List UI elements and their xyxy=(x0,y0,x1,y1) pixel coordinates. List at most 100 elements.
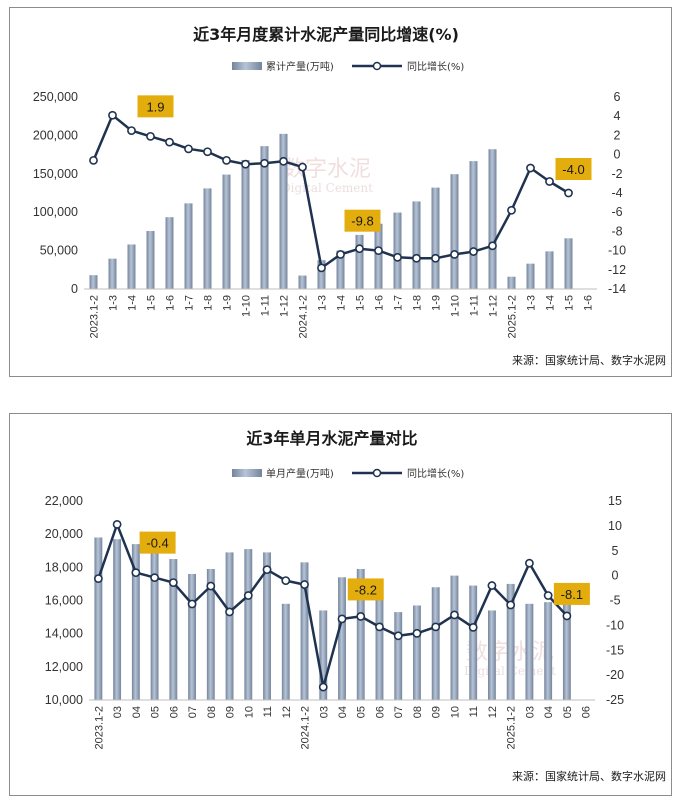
bar xyxy=(108,258,117,289)
x-tick-label: 1-6 xyxy=(583,295,595,311)
callout-box xyxy=(139,531,176,554)
chart-title: 近3年单月水泥产量对比 xyxy=(246,429,417,448)
legend-line-marker xyxy=(372,468,382,478)
callout-box xyxy=(553,582,590,605)
growth-point xyxy=(562,611,572,621)
bar xyxy=(298,275,307,289)
x-tick-label: 1-3 xyxy=(317,295,329,311)
cumulative-output-chart: 近3年月度累计水泥产量同比增速(%) 累计产量(万吨) 同比增长(%) 数字水泥Dig… xyxy=(33,25,666,367)
x-tick-label: 1-11 xyxy=(469,295,481,316)
bar xyxy=(150,540,159,700)
bar xyxy=(355,234,364,289)
growth-point xyxy=(336,250,345,259)
bar xyxy=(127,244,136,289)
y-right-tick-label: -10 xyxy=(608,244,626,258)
y-left-tick-label: 10,000 xyxy=(45,693,83,707)
growth-point xyxy=(241,159,250,169)
callout-box xyxy=(137,95,174,118)
x-tick-label: 04 xyxy=(337,706,349,718)
x-tick-label: 05 xyxy=(356,706,368,718)
bar xyxy=(241,159,250,289)
x-tick-label: 1-3 xyxy=(526,295,538,311)
x-tick-label: 08 xyxy=(412,706,424,718)
x-tick-label: 03 xyxy=(112,706,124,718)
growth-point xyxy=(131,568,141,578)
x-tick-label: 1-8 xyxy=(412,295,424,311)
growth-point xyxy=(564,188,573,198)
bar xyxy=(146,231,155,289)
bar xyxy=(169,559,178,700)
bar xyxy=(450,174,459,289)
bar xyxy=(356,568,365,700)
bar xyxy=(94,537,103,700)
x-tick-label: 05 xyxy=(150,706,162,718)
growth-point xyxy=(225,607,234,617)
x-tick-label: 1-7 xyxy=(184,295,196,311)
callout-label: -0.4 xyxy=(146,536,168,551)
watermark-subtext: Digital Cement xyxy=(281,181,373,195)
legend-line-marker xyxy=(372,61,382,71)
x-tick-label: 1-11 xyxy=(260,295,272,316)
y-left-tick-label: 250,000 xyxy=(33,90,78,104)
legend-bar-swatch xyxy=(232,469,262,477)
x-tick-label: 12 xyxy=(487,706,499,718)
growth-point xyxy=(525,558,534,568)
y-right-tick-label: -5 xyxy=(609,594,620,608)
x-tick-label: 1-9 xyxy=(431,295,443,311)
bar xyxy=(244,549,253,700)
x-tick-label: 1-7 xyxy=(393,295,405,311)
growth-point xyxy=(279,156,288,166)
callout-label: 1.9 xyxy=(146,99,164,114)
y-right-tick-label: 0 xyxy=(614,148,621,162)
cumulative-output-chart-panel: 近3年月度累计水泥产量同比增速(%) 累计产量(万吨) 同比增长(%) 数字水泥 Dig… xyxy=(9,7,672,377)
y-right-tick-label: -4 xyxy=(611,186,622,200)
bar xyxy=(260,146,269,289)
bar xyxy=(431,187,440,289)
y-right-tick-label: -25 xyxy=(606,693,624,707)
growth-point xyxy=(187,599,197,609)
growth-point xyxy=(487,581,497,590)
x-tick-label: 10 xyxy=(243,706,255,718)
bar xyxy=(279,133,288,289)
x-tick-label: 06 xyxy=(168,706,180,718)
x-tick-label: 1-12 xyxy=(488,295,500,317)
y-left-tick-label: 16,000 xyxy=(45,594,83,608)
growth-point xyxy=(150,573,159,583)
x-tick-label: 06 xyxy=(581,706,593,718)
bar xyxy=(184,203,193,289)
y-left-tick-label: 0 xyxy=(71,282,78,296)
callout-box xyxy=(555,158,592,180)
bar xyxy=(203,188,212,289)
growth-point xyxy=(450,610,459,620)
growth-point xyxy=(203,147,212,157)
bar xyxy=(544,602,553,700)
growth-line xyxy=(97,523,568,689)
growth-point xyxy=(431,253,440,263)
y-right-tick-label: 2 xyxy=(614,128,621,142)
x-tick-label: 1-6 xyxy=(165,295,177,311)
x-tick-label: 05 xyxy=(562,706,574,718)
y-left-tick-label: 22,000 xyxy=(45,494,83,508)
bar xyxy=(188,573,197,700)
bar xyxy=(319,610,328,700)
x-tick-label: 09 xyxy=(225,706,237,718)
y-right-tick-label: -10 xyxy=(606,618,624,632)
bar xyxy=(431,587,440,700)
x-tick-label: 2023.1-2 xyxy=(93,706,105,749)
growth-point xyxy=(93,574,103,584)
x-tick-label: 06 xyxy=(374,706,386,718)
callout-label: -9.8 xyxy=(351,214,373,229)
growth-point xyxy=(375,622,384,632)
growth-point xyxy=(206,581,216,591)
growth-point xyxy=(260,158,269,168)
growth-point xyxy=(526,163,535,173)
growth-point xyxy=(393,252,402,262)
bar xyxy=(507,276,516,289)
callout-box xyxy=(344,209,381,232)
growth-point xyxy=(507,205,516,215)
callout-label: -8.1 xyxy=(561,587,583,602)
callout-box xyxy=(347,578,384,601)
growth-point xyxy=(393,631,403,641)
